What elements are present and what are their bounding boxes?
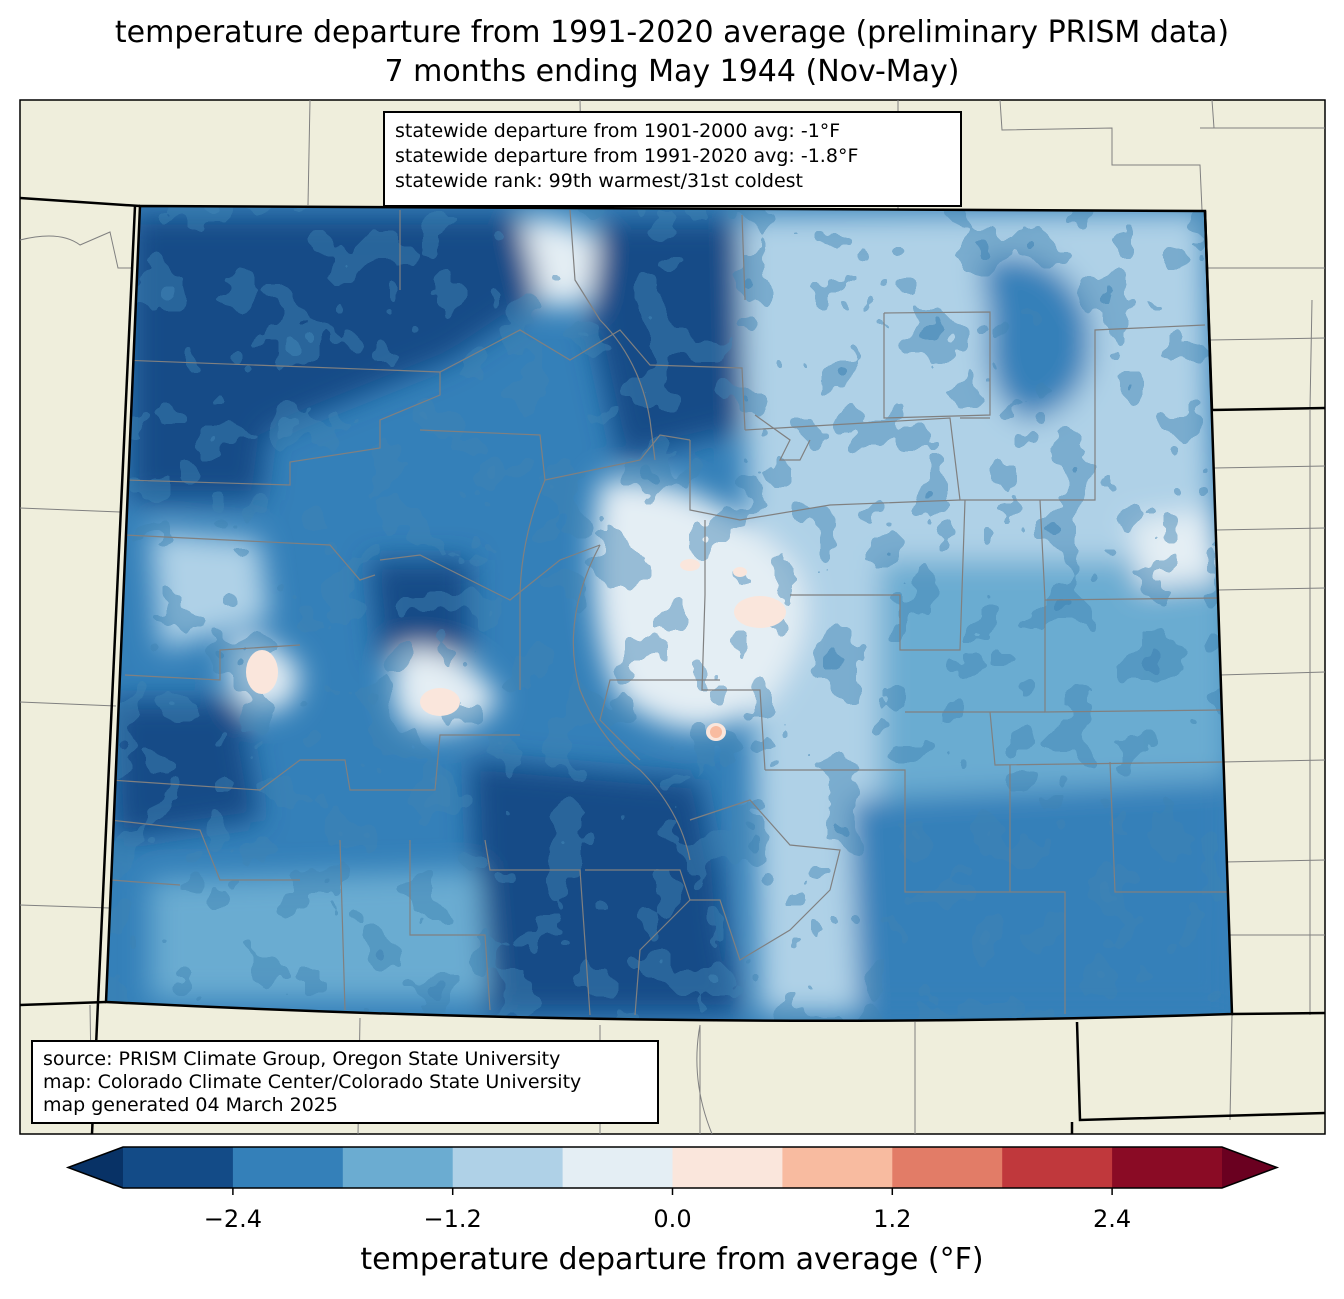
colorbar-bin [562, 1147, 673, 1188]
colorado-temperature-field [106, 206, 1232, 1021]
map-title-line-1: temperature departure from 1991-2020 ave… [114, 15, 1230, 50]
colorbar-bin [672, 1147, 783, 1188]
colorbar-bin [892, 1147, 1003, 1188]
colorbar-bin [342, 1147, 454, 1188]
colorbar-bin [1112, 1147, 1223, 1188]
colorbar-bin [1002, 1147, 1113, 1188]
warm-anomaly-patch [710, 726, 722, 738]
colorbar-tick-label: 1.2 [873, 1205, 912, 1233]
colorbar-tick-label: 2.4 [1093, 1205, 1132, 1233]
colorbar-label: temperature departure from average (°F) [360, 1242, 984, 1277]
credits-map: map: Colorado Climate Center/Colorado St… [43, 1071, 582, 1093]
colorbar-extend-high [1222, 1147, 1277, 1188]
credits-source: source: PRISM Climate Group, Oregon Stat… [43, 1048, 561, 1070]
credits-box: source: PRISM Climate Group, Oregon Stat… [31, 1040, 659, 1124]
stats-line-1: statewide departure from 1901-2000 avg: … [395, 120, 841, 142]
colorbar-outline [65, 1146, 1280, 1189]
warm-anomaly-patch [733, 567, 747, 577]
colorado-county-lines [109, 209, 1228, 1016]
stats-line-3: statewide rank: 99th warmest/31st coldes… [395, 170, 804, 192]
colorbar-tick-label: 0.0 [653, 1205, 692, 1233]
warm-anomaly-patch [246, 650, 278, 694]
credits-generated: map generated 04 March 2025 [43, 1094, 338, 1116]
colorbar-tick-label: −1.2 [423, 1205, 482, 1233]
stats-line-2: statewide departure from 1991-2020 avg: … [395, 145, 859, 167]
state-boundaries [19, 196, 1326, 1135]
warm-anomaly-patch [680, 559, 700, 571]
colorbar-bin [452, 1147, 564, 1188]
warm-anomaly-patch [734, 596, 786, 628]
colorbar-bin [123, 1147, 234, 1188]
warm-anomaly-patch [420, 688, 460, 716]
colorbar-tick-label: −2.4 [203, 1205, 263, 1233]
colorbar-extend-low [68, 1147, 123, 1188]
map-title-line-2: 7 months ending May 1944 (Nov-May) [384, 54, 960, 89]
statewide-stats-box: statewide departure from 1901-2000 avg: … [383, 111, 962, 207]
colorbar [65, 1146, 1280, 1195]
colorbar-bin [232, 1147, 344, 1188]
colorbar-bin [782, 1147, 893, 1188]
